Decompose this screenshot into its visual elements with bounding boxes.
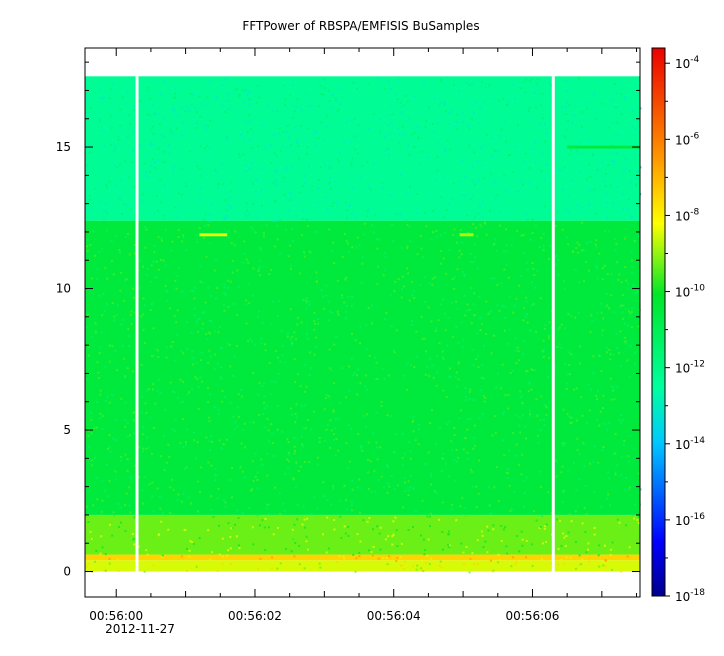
- y-tick-label: 0: [63, 565, 71, 579]
- colorbar-tick-label: 10-10: [675, 284, 705, 300]
- x-tick-label: 00:56:00: [89, 609, 143, 623]
- chart-title: FFTPower of RBSPA/EMFISIS BuSamples: [242, 19, 479, 33]
- feature-0: [199, 233, 228, 237]
- colorbar-axis: 10-4 10-6 10-8 10-10 10-12 10-14 10-16 10-18: [665, 55, 705, 604]
- band-3: [85, 220, 640, 515]
- y-tick-label: 15: [56, 140, 71, 154]
- colorbar-tick-label: 10-8: [675, 207, 700, 223]
- feature-2: [567, 145, 640, 149]
- colorbar-tick-label: 10-14: [675, 436, 705, 452]
- y-tick-label: 10: [56, 282, 71, 296]
- spectrogram-heatmap: [85, 76, 642, 574]
- band-2: [85, 514, 640, 555]
- band-4: [85, 76, 640, 221]
- colorbar-tick-label: 10-18: [675, 588, 705, 604]
- band-1: [85, 554, 640, 561]
- feature-1: [459, 233, 474, 237]
- plot-frame: [84, 47, 641, 598]
- y-axis: 0 5 10 15: [56, 61, 640, 579]
- colorbar-tick-label: 10-16: [675, 512, 705, 528]
- x-axis: 00:56:00 00:56:02 00:56:04 00:56:06: [89, 48, 638, 623]
- noise-texture: [85, 77, 642, 574]
- data-gap-1: [551, 76, 555, 572]
- colorbar-tick-label: 10-6: [675, 131, 700, 147]
- colorbar: [651, 47, 666, 597]
- colorbar-tick-label: 10-4: [675, 55, 700, 71]
- x-tick-label: 00:56:04: [367, 609, 421, 623]
- y-tick-label: 5: [63, 423, 71, 437]
- date-label: 2012-11-27: [105, 622, 175, 636]
- colorbar-tick-label: 10-12: [675, 360, 705, 376]
- data-gap-0: [135, 76, 139, 572]
- x-tick-label: 00:56:02: [228, 609, 282, 623]
- band-0: [85, 560, 640, 572]
- x-tick-label: 00:56:06: [506, 609, 560, 623]
